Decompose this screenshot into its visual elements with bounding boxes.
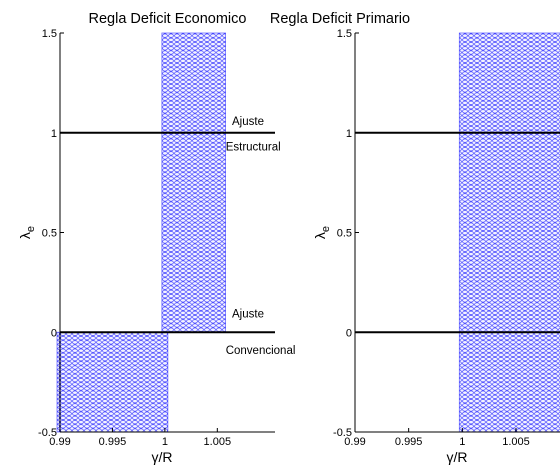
- y-tick-label: 0: [346, 327, 352, 339]
- x-axis-label: γ/R: [152, 449, 173, 465]
- x-tick-label: 1: [162, 436, 168, 448]
- scatter-region: [161, 33, 226, 333]
- y-tick-label: 1.5: [337, 28, 352, 40]
- annotation-label: Ajuste: [232, 116, 264, 128]
- x-tick-label: 0.995: [99, 436, 127, 448]
- scatter-region: [57, 332, 168, 432]
- scatter-region: [459, 33, 560, 432]
- y-tick-label: 1: [346, 128, 352, 140]
- y-tick-label: 0.5: [337, 228, 352, 240]
- y-axis-label-subscript: e: [320, 226, 332, 232]
- x-tick-label: 1.005: [204, 436, 232, 448]
- chart-title: Regla Deficit Primario: [270, 11, 410, 27]
- chart-panel-2: -0.5 0 0.5 1 1.5 0.99 0.995 1 1.005 Regla Deficit…: [270, 11, 560, 465]
- y-tick-label: -0.5: [333, 427, 352, 439]
- y-tick-label: 1.5: [42, 28, 57, 40]
- annotation-label: Convencional: [226, 345, 296, 357]
- y-tick-label: 1: [51, 128, 57, 140]
- x-tick-label: 1.005: [502, 436, 530, 448]
- y-axis-label-symbol: λ: [17, 232, 33, 239]
- x-tick-label: 0.99: [344, 436, 365, 448]
- y-axis-label: λe: [312, 226, 332, 239]
- x-tick-label: 0.99: [49, 436, 70, 448]
- y-tick-label: 0: [51, 327, 57, 339]
- chart-panel-1: -0.5 0 0.5 1 1.5 0.99 0.995 1 1.005 Regla Deficit…: [17, 11, 295, 465]
- annotation-label: Estructural: [226, 142, 281, 154]
- x-tick-label: 1: [459, 436, 465, 448]
- x-axis-label: γ/R: [447, 449, 468, 465]
- y-axis-label: λe: [17, 226, 37, 239]
- y-tick-label: 0.5: [42, 228, 57, 240]
- x-tick-label: 0.995: [395, 436, 423, 448]
- y-tick-label: -0.5: [38, 427, 57, 439]
- annotation-label: Ajuste: [232, 308, 264, 320]
- y-axis-label-symbol: λ: [312, 232, 328, 239]
- chart-title: Regla Deficit Economico: [89, 11, 247, 27]
- y-axis-label-subscript: e: [25, 226, 37, 232]
